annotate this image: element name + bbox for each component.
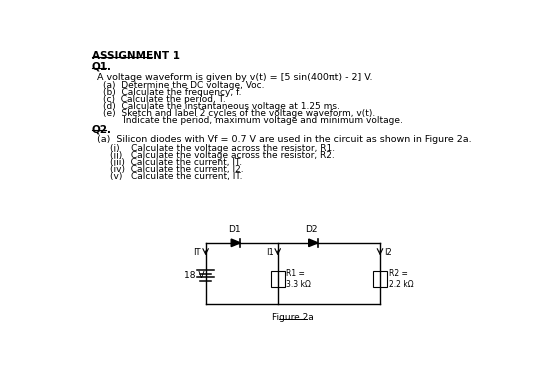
Text: Q2.: Q2. (92, 124, 111, 134)
Text: (v)   Calculate the current, IT.: (v) Calculate the current, IT. (110, 172, 243, 181)
Text: (c)  Calculate the period, T.: (c) Calculate the period, T. (102, 95, 225, 104)
Bar (373, 270, 387, 287)
Text: Indicate the period, maximum voltage and minimum voltage.: Indicate the period, maximum voltage and… (102, 116, 403, 125)
Text: Q1.: Q1. (92, 62, 111, 72)
Text: R2 =
2.2 kΩ: R2 = 2.2 kΩ (389, 269, 413, 289)
Text: (a)  Determine the DC voltage, Voc.: (a) Determine the DC voltage, Voc. (102, 81, 264, 90)
Text: (iii)  Calculate the current, IT.: (iii) Calculate the current, IT. (110, 158, 242, 167)
Text: Figure 2a: Figure 2a (272, 313, 314, 322)
Text: (a)  Silicon diodes with Vf = 0.7 V are used in the circuit as shown in Figure 2: (a) Silicon diodes with Vf = 0.7 V are u… (97, 135, 472, 144)
Polygon shape (309, 239, 318, 247)
Text: 18 V: 18 V (184, 270, 204, 280)
Text: (ii)   Calculate the voltage across the resistor, R2.: (ii) Calculate the voltage across the re… (110, 151, 335, 160)
Bar (270, 270, 284, 287)
Text: (e)  Sketch and label 2 cycles of the voltage waveform, v(t).: (e) Sketch and label 2 cycles of the vol… (102, 109, 375, 118)
Text: D1: D1 (228, 224, 241, 234)
Text: (iv)  Calculate the current, I2.: (iv) Calculate the current, I2. (110, 165, 244, 174)
Polygon shape (231, 239, 240, 247)
Text: R1 =
3.3 kΩ: R1 = 3.3 kΩ (286, 269, 311, 289)
Text: I1: I1 (266, 248, 274, 257)
Text: IT: IT (193, 248, 201, 257)
Text: D2: D2 (306, 224, 318, 234)
Text: (d)  Calculate the instantaneous voltage at 1.25 ms.: (d) Calculate the instantaneous voltage … (102, 102, 339, 111)
Text: A voltage waveform is given by v(t) = [5 sin(400πt) - 2] V.: A voltage waveform is given by v(t) = [5… (97, 72, 372, 82)
Text: ASSIGNMENT 1: ASSIGNMENT 1 (92, 51, 180, 61)
Text: (b)  Calculate the frequency, f.: (b) Calculate the frequency, f. (102, 88, 241, 97)
Text: (i)    Calculate the voltage across the resistor, R1.: (i) Calculate the voltage across the res… (110, 144, 335, 153)
Text: I2: I2 (384, 248, 391, 257)
